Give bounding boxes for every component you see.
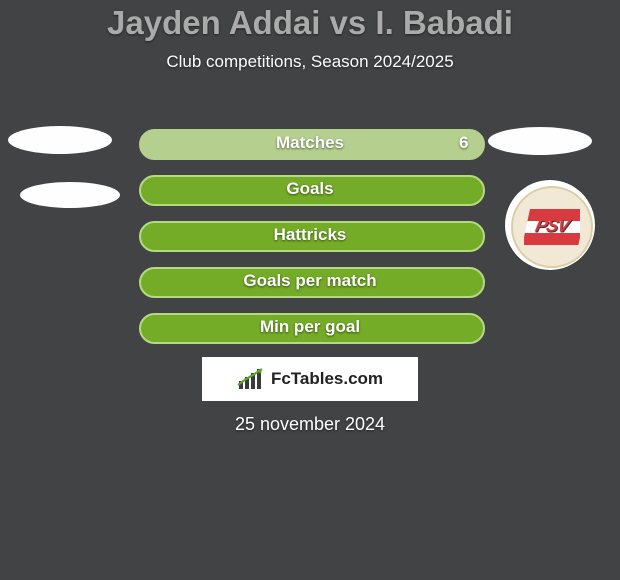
chart-icon: [237, 367, 265, 391]
page-subtitle: Club competitions, Season 2024/2025: [0, 52, 620, 72]
stat-row: [139, 175, 485, 206]
player-ellipse-right: [488, 127, 592, 155]
comparison-graphic: Jayden Addai vs I. Babadi Club competiti…: [0, 4, 620, 580]
club-badge-icon: PSV: [511, 186, 593, 268]
stat-row: [139, 313, 485, 344]
page-title: Jayden Addai vs I. Babadi: [0, 4, 620, 42]
psv-stripes-icon: [524, 209, 580, 245]
team-logo-psv: PSV: [505, 180, 595, 270]
player-ellipse-left: [20, 182, 120, 208]
fctables-label: FcTables.com: [271, 369, 383, 389]
stat-row: [139, 221, 485, 252]
stat-row: [139, 267, 485, 298]
date-label: 25 november 2024: [0, 414, 620, 435]
player-ellipse-left: [8, 126, 112, 154]
stat-row: [139, 129, 485, 160]
fctables-watermark: FcTables.com: [202, 357, 418, 401]
